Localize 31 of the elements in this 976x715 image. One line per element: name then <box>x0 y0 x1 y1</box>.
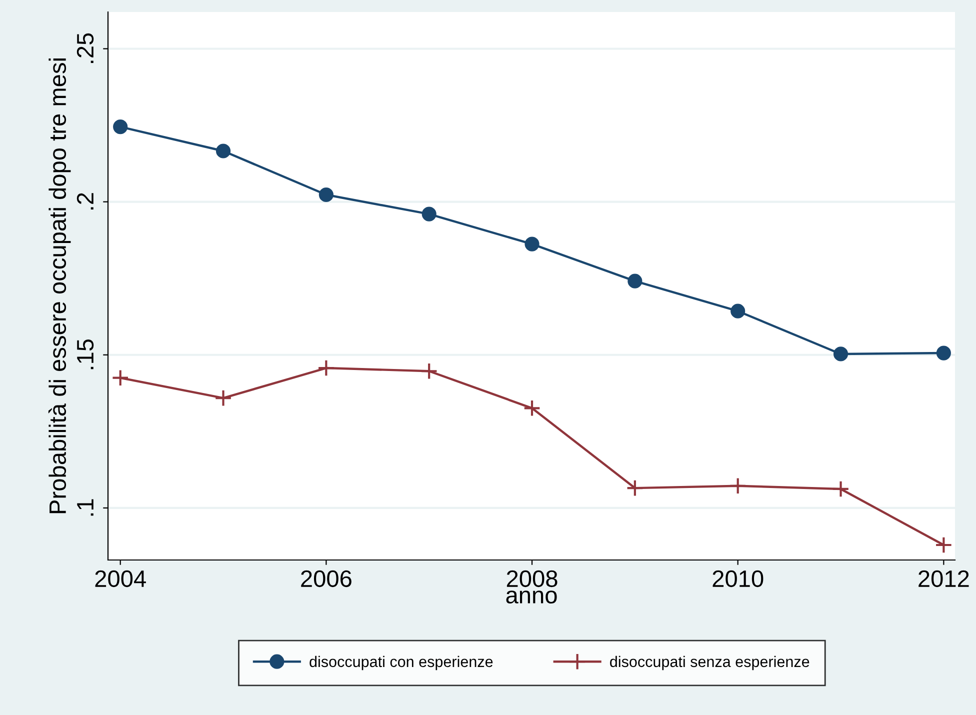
y-tick-label: .2 <box>76 193 94 210</box>
point <box>318 359 335 377</box>
point <box>113 120 128 134</box>
x-tick-label: 2004 <box>95 570 146 588</box>
legend-label: disoccupati con esperienze <box>310 656 493 670</box>
point <box>422 206 436 222</box>
y-tick-label: .25 <box>76 33 94 63</box>
x-tick-label: 2006 <box>301 570 352 588</box>
point <box>833 346 848 362</box>
legend-label: disoccupati senza esperienze <box>610 656 810 670</box>
point <box>420 362 438 380</box>
x-axis-title: anno <box>506 590 557 604</box>
point <box>214 389 232 407</box>
point <box>524 236 540 252</box>
point <box>216 144 231 158</box>
point <box>112 369 130 387</box>
point <box>936 346 951 360</box>
point <box>730 304 746 318</box>
y-tick-label: .15 <box>77 339 94 370</box>
point <box>523 399 541 417</box>
y-tick-label: .1 <box>77 499 94 516</box>
y-axis-title: Probabilità di essere occupati dopo tre mesi <box>48 58 71 514</box>
x-tick-label: 2012 <box>918 570 969 588</box>
point <box>628 274 642 288</box>
x-tick-label: 2008 <box>506 570 558 588</box>
point <box>934 536 952 554</box>
point <box>729 477 747 495</box>
point <box>626 479 644 497</box>
point <box>832 480 850 498</box>
x-tick-label: 2010 <box>712 570 764 588</box>
point <box>318 187 334 202</box>
